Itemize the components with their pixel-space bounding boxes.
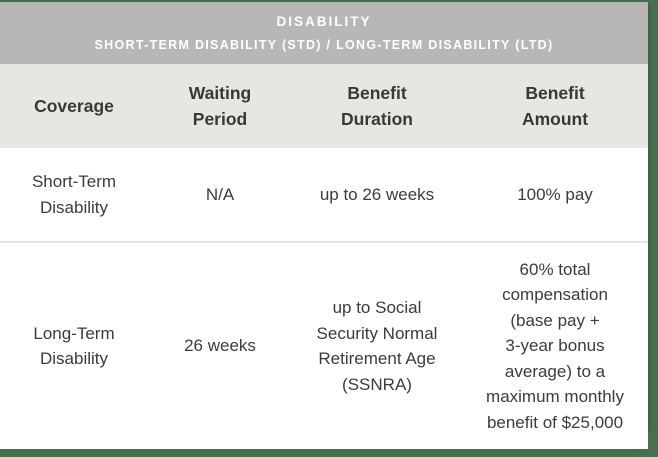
disability-benefits-table: Coverage Waiting Period Benefit Duration… (0, 64, 648, 449)
cell-ltd-coverage: Long-Term Disability (0, 242, 148, 449)
section-title: DISABILITY (276, 14, 372, 29)
cell-std-benefit-amount: 100% pay (462, 148, 648, 243)
section-subtitle: SHORT-TERM DISABILITY (STD) / LONG-TERM … (94, 38, 554, 52)
table-header-row: Coverage Waiting Period Benefit Duration… (0, 64, 648, 148)
column-header-coverage: Coverage (0, 64, 148, 148)
cell-std-waiting-period: N/A (148, 148, 292, 243)
cell-ltd-benefit-duration: up to Social Security Normal Retirement … (292, 242, 462, 449)
table-row-short-term-disability: Short-Term Disability N/A up to 26 weeks… (0, 148, 648, 243)
column-header-benefit-duration: Benefit Duration (292, 64, 462, 148)
disability-benefits-card: DISABILITY SHORT-TERM DISABILITY (STD) /… (0, 2, 648, 449)
cell-std-benefit-duration: up to 26 weeks (292, 148, 462, 243)
column-header-waiting-period: Waiting Period (148, 64, 292, 148)
cell-ltd-benefit-amount: 60% total compensation (base pay + 3-yea… (462, 242, 648, 449)
column-header-benefit-amount: Benefit Amount (462, 64, 648, 148)
cell-std-coverage: Short-Term Disability (0, 148, 148, 243)
table-row-long-term-disability: Long-Term Disability 26 weeks up to Soci… (0, 242, 648, 449)
cell-ltd-waiting-period: 26 weeks (148, 242, 292, 449)
section-title-bar: DISABILITY SHORT-TERM DISABILITY (STD) /… (0, 2, 648, 64)
